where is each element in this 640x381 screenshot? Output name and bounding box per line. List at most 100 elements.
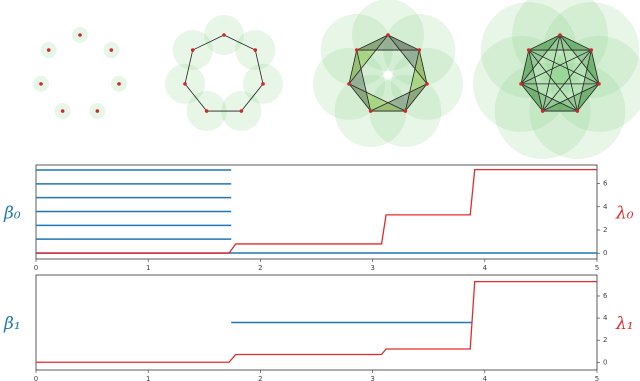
y2-tick-label: 6 (603, 180, 608, 188)
x-tick-label: 4 (483, 375, 488, 381)
y2-tick-label: 4 (603, 203, 608, 211)
x-tick-label: 2 (258, 264, 262, 272)
edge (559, 34, 592, 51)
edge (520, 34, 561, 85)
edge (370, 83, 428, 112)
edge (520, 49, 592, 85)
edge (418, 49, 428, 84)
point (589, 48, 594, 52)
point (347, 82, 351, 86)
point (425, 82, 429, 86)
edge (520, 83, 543, 112)
edge (387, 34, 420, 51)
point (354, 48, 359, 52)
edge (559, 34, 600, 85)
x-tick-label: 3 (370, 264, 374, 272)
x-tick-label: 4 (483, 264, 488, 272)
edge (404, 49, 420, 112)
point (253, 48, 258, 52)
point (222, 33, 226, 37)
point (95, 109, 100, 113)
x-tick-label: 1 (146, 264, 150, 272)
y2-tick-label: 4 (603, 314, 608, 322)
point (46, 48, 51, 52)
x-tick-label: 0 (34, 375, 38, 381)
edge (528, 49, 544, 112)
edge (528, 49, 578, 112)
edge (356, 49, 372, 112)
edge (559, 34, 578, 112)
point (403, 109, 408, 113)
point (78, 33, 82, 37)
edge (192, 34, 225, 51)
complex-illustration (313, 0, 463, 148)
edge (184, 83, 207, 112)
edge (520, 83, 578, 112)
y2-axis-label: λ₀ (615, 204, 634, 224)
point (597, 82, 601, 86)
point (526, 48, 531, 52)
edge (348, 34, 389, 85)
y-axis-label: β₀ (3, 204, 21, 224)
step-line (36, 280, 597, 363)
edge (542, 34, 561, 112)
edge (520, 49, 530, 84)
point (117, 82, 121, 86)
edge (542, 83, 600, 112)
point (204, 109, 209, 113)
complex-illustration (473, 0, 640, 160)
edge (348, 83, 406, 112)
complex-illustration (165, 15, 283, 132)
edge (576, 49, 592, 112)
point (519, 82, 523, 86)
y2-tick-label: 2 (603, 336, 607, 344)
y2-tick-label: 2 (603, 226, 607, 234)
point (109, 48, 114, 52)
x-tick-label: 1 (146, 375, 150, 381)
edge (387, 34, 428, 85)
edge (254, 49, 264, 84)
point (417, 48, 422, 52)
edge (542, 49, 592, 112)
edge (356, 34, 389, 51)
step-line (36, 168, 597, 254)
point (60, 109, 65, 113)
edge (528, 49, 600, 85)
point (540, 109, 545, 113)
x-tick-label: 0 (34, 264, 38, 272)
edge (223, 34, 256, 51)
x-tick-label: 3 (370, 375, 374, 381)
point (261, 82, 265, 86)
x-tick-label: 5 (595, 264, 599, 272)
point (575, 109, 580, 113)
edge (348, 49, 358, 84)
point (558, 33, 562, 37)
edge (590, 49, 600, 84)
ball (512, 0, 608, 83)
x-tick-label: 2 (258, 375, 262, 381)
edge (528, 34, 561, 51)
y2-axis-label: λ₁ (615, 314, 634, 334)
point (239, 109, 244, 113)
point (190, 48, 195, 52)
complex-illustration (33, 27, 127, 120)
simplex (528, 35, 592, 51)
y2-tick-label: 0 (603, 358, 607, 366)
edge (405, 83, 428, 112)
point (386, 33, 390, 37)
point (368, 109, 373, 113)
edge (184, 49, 194, 84)
x-tick-label: 5 (595, 375, 599, 381)
edge (577, 83, 600, 112)
simplex (521, 50, 543, 112)
simplex (356, 35, 420, 51)
edge (241, 83, 264, 112)
y2-tick-label: 6 (603, 292, 608, 300)
point (39, 82, 43, 86)
point (183, 82, 187, 86)
y2-tick-label: 0 (603, 249, 607, 257)
plot-frame (35, 274, 598, 371)
simplex (577, 50, 599, 112)
edge (348, 83, 371, 112)
